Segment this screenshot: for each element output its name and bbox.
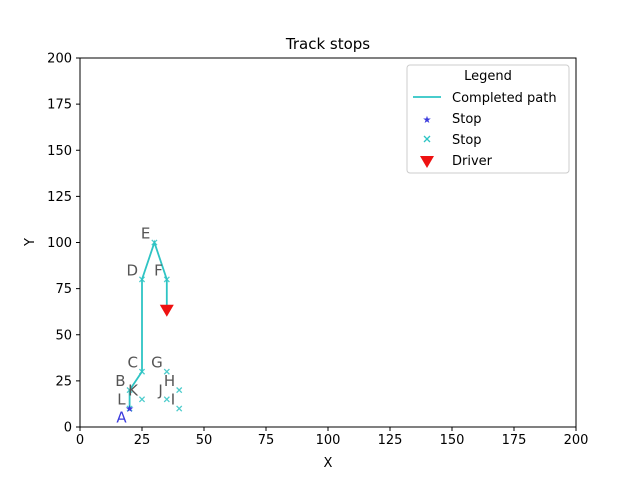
stop-marker <box>126 387 133 394</box>
stop-marker <box>163 396 170 403</box>
stop-label: B <box>115 372 125 390</box>
stop-marker <box>176 387 183 394</box>
y-axis-ticks: 0 25 50 75 100 125 150 175 200 <box>47 52 80 436</box>
legend-star-swatch: ★ <box>423 115 432 126</box>
stop-label: L <box>117 391 126 409</box>
stop-marker-stroke <box>176 387 183 394</box>
stop-marker-stroke <box>176 405 183 412</box>
y-tick-label: 0 <box>64 421 72 436</box>
stop-marker <box>163 276 170 283</box>
legend: Legend Completed path ★ Stop Stop Driver <box>406 64 570 174</box>
stop-marker <box>163 368 170 375</box>
driver-marker <box>159 304 174 317</box>
start-stop-marker: ★ <box>125 404 134 415</box>
start-stop-label: A <box>116 409 127 427</box>
legend-entry-driver: Driver <box>452 154 493 169</box>
legend-entry-path: Completed path <box>452 91 557 106</box>
y-tick-label: 75 <box>55 282 72 297</box>
stop-label: C <box>128 354 138 372</box>
x-tick-label: 50 <box>196 433 213 448</box>
y-tick-label: 50 <box>55 328 72 343</box>
stop-label: J <box>157 381 162 399</box>
stop-label: E <box>141 225 150 243</box>
stop-marker-stroke <box>151 239 158 246</box>
stop-markers: ★ <box>125 239 183 415</box>
stop-marker <box>138 276 146 283</box>
x-tick-label: 150 <box>440 433 465 448</box>
stop-marker-stroke <box>138 276 146 283</box>
x-tick-label: 75 <box>258 433 275 448</box>
legend-x-swatch <box>423 135 431 143</box>
stop-marker <box>138 368 146 375</box>
legend-entry-start-stop: Stop <box>452 112 482 127</box>
stop-marker-stroke <box>163 368 170 375</box>
x-tick-label: 125 <box>378 433 403 448</box>
legend-box <box>406 64 570 174</box>
y-tick-label: 175 <box>47 98 72 113</box>
legend-entry-stop: Stop <box>452 133 482 148</box>
x-axis-ticks: 0 25 50 75 100 125 150 175 200 <box>76 427 589 448</box>
stop-label: D <box>126 261 138 279</box>
y-tick-label: 100 <box>47 236 72 251</box>
stop-label: G <box>151 354 163 372</box>
stop-marker-stroke <box>138 368 146 375</box>
x-axis-label: X <box>324 456 333 471</box>
y-tick-label: 200 <box>47 52 72 67</box>
stop-marker <box>138 396 146 403</box>
stop-marker-stroke <box>138 396 146 403</box>
x-tick-label: 0 <box>76 433 84 448</box>
stop-marker <box>176 405 183 412</box>
stop-marker-stroke <box>126 405 133 412</box>
stop-label: I <box>171 391 175 409</box>
stop-marker-stroke <box>163 396 170 403</box>
x-tick-label: 25 <box>134 433 151 448</box>
stop-label: K <box>128 381 139 399</box>
y-tick-label: 125 <box>47 190 72 205</box>
stop-marker-stroke <box>163 276 170 283</box>
x-tick-label: 175 <box>502 433 527 448</box>
y-tick-label: 150 <box>47 144 72 159</box>
legend-driver-swatch <box>420 156 434 168</box>
legend-title: Legend <box>464 69 512 84</box>
stop-marker-stroke <box>126 387 133 394</box>
x-tick-label: 100 <box>316 433 341 448</box>
stop-marker <box>126 405 133 412</box>
y-axis-label: Y <box>23 238 38 247</box>
stop-marker <box>151 239 158 246</box>
stop-label: F <box>154 261 163 279</box>
x-tick-label: 200 <box>564 433 589 448</box>
y-tick-label: 25 <box>55 374 72 389</box>
stop-label: H <box>164 372 175 390</box>
chart-title: Track stops <box>285 35 370 53</box>
